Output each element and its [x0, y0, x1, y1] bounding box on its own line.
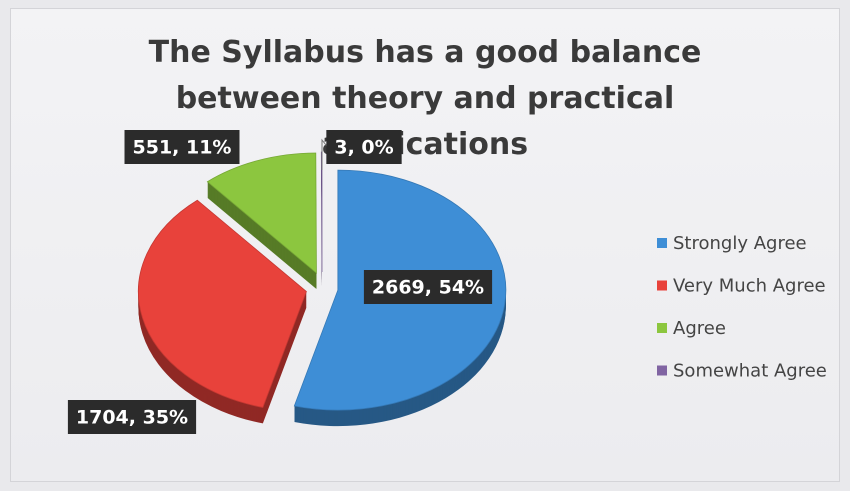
legend-label: Strongly Agree: [673, 233, 807, 254]
legend-label: Agree: [673, 318, 726, 339]
data-label-box: [363, 270, 493, 304]
data-label: 2669, 54%: [363, 270, 493, 304]
data-label-text: 2669, 54%: [372, 277, 484, 299]
legend-swatch: [657, 280, 667, 291]
data-label-box: [67, 400, 197, 434]
legend-swatch: [657, 323, 667, 333]
legend-label: Somewhat Agree: [673, 361, 827, 382]
data-label-box: [124, 130, 240, 164]
slice: [206, 152, 317, 274]
legend-swatch: [657, 365, 667, 376]
data-label-text: 551, 11%: [133, 137, 232, 159]
data-label-text: 3, 0%: [334, 137, 393, 159]
data-label: 1704, 35%: [67, 400, 197, 434]
legend-swatch: [657, 238, 667, 248]
data-label: 3, 0%: [326, 130, 402, 164]
slice: [320, 151, 323, 273]
slice: [138, 199, 307, 408]
data-label-text: 1704, 35%: [76, 407, 188, 429]
legend-label: Very Much Agree: [673, 276, 826, 297]
data-label-box: [326, 130, 402, 164]
data-label: 551, 11%: [124, 130, 240, 164]
